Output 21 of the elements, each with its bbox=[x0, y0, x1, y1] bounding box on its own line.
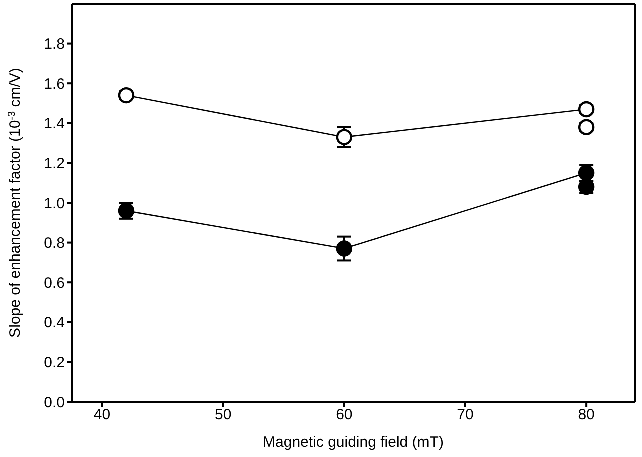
y-tick-label: 1.0 bbox=[44, 195, 65, 212]
y-tick-label: 0.6 bbox=[44, 274, 65, 292]
y-tick-label: 1.2 bbox=[44, 156, 65, 173]
point bbox=[336, 240, 353, 257]
x-tick-label: 40 bbox=[94, 406, 111, 424]
y-tick-label: 0.0 bbox=[44, 394, 65, 412]
point bbox=[118, 87, 135, 104]
y-tick-label: 1.6 bbox=[44, 76, 65, 93]
x-tick-label: 70 bbox=[457, 406, 474, 424]
x-tick-label: 50 bbox=[215, 406, 232, 424]
y-tick-label: 1.8 bbox=[44, 36, 65, 54]
x-tick-label: 60 bbox=[336, 406, 353, 424]
x-axis-title: Magnetic guiding field (mT) bbox=[263, 434, 444, 451]
y-tick-label: 1.4 bbox=[44, 116, 65, 133]
y-tick-label: 0.2 bbox=[44, 354, 65, 372]
y-tick-label: 0.8 bbox=[44, 235, 65, 252]
point bbox=[578, 101, 595, 118]
point bbox=[578, 119, 595, 136]
y-tick-label: 0.4 bbox=[44, 314, 65, 332]
x-tick-label: 80 bbox=[578, 406, 595, 424]
point bbox=[336, 129, 353, 146]
